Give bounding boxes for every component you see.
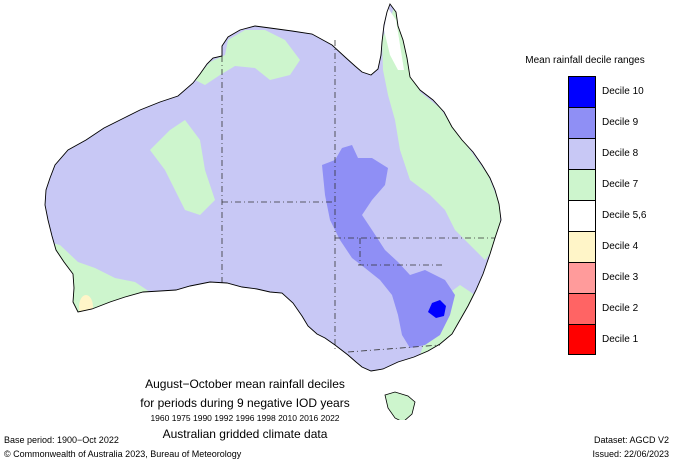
issued-date: Issued: 22/06/2023	[592, 449, 669, 459]
legend-item: Decile 5,6	[568, 200, 646, 231]
legend-swatch	[568, 200, 596, 231]
legend-item: Decile 8	[568, 138, 646, 169]
map-subtitle: Australian gridded climate data	[162, 427, 328, 441]
coastline	[44, 3, 502, 372]
legend-label: Decile 8	[602, 148, 639, 159]
legend-item: Decile 2	[568, 293, 646, 324]
legend-label: Decile 1	[602, 334, 639, 345]
legend-swatch	[568, 293, 596, 324]
tasmania-decile-7	[384, 391, 416, 420]
decile-7-region-north	[195, 30, 300, 85]
legend-title: Mean rainfall decile ranges	[525, 55, 645, 66]
legend-label: Decile 4	[602, 241, 639, 252]
decile-56-region-cape-york	[384, 8, 404, 70]
legend-swatch	[568, 76, 596, 107]
legend: Decile 10 Decile 9 Decile 8 Decile 7 Decile …	[568, 76, 646, 355]
australia-rainfall-decile-map	[44, 3, 502, 420]
decile-10-region	[428, 300, 446, 318]
legend-label: Decile 3	[602, 272, 639, 283]
decile-7-region-kimberley-east	[150, 120, 215, 215]
legend-label: Decile 9	[602, 117, 639, 128]
map-title-line-1: August−October mean rainfall deciles	[145, 377, 345, 391]
state-borders	[221, 40, 495, 353]
copyright: © Commonwealth of Australia 2023, Bureau…	[4, 449, 242, 459]
legend-label: Decile 5,6	[602, 210, 647, 221]
legend-label: Decile 7	[602, 179, 639, 190]
legend-item: Decile 4	[568, 231, 646, 262]
legend-swatch	[568, 324, 596, 355]
legend-swatch	[568, 262, 596, 293]
decile-9-region-east	[322, 145, 455, 348]
legend-label: Decile 10	[602, 86, 644, 97]
legend-item: Decile 10	[568, 76, 646, 107]
legend-swatch	[568, 107, 596, 138]
legend-swatch	[568, 138, 596, 169]
legend-item: Decile 7	[568, 169, 646, 200]
map-title-years: 1960 1975 1990 1992 1996 1998 2010 2016 …	[150, 413, 340, 423]
tasmania	[384, 391, 416, 420]
legend-item: Decile 1	[568, 324, 646, 355]
legend-swatch	[568, 231, 596, 262]
map-title-line-2: for periods during 9 negative IOD years	[140, 396, 350, 410]
legend-swatch	[568, 169, 596, 200]
legend-item: Decile 9	[568, 107, 646, 138]
decile-4-region	[79, 295, 93, 319]
legend-label: Decile 2	[602, 303, 639, 314]
base-period: Base period: 1900−Oct 2022	[4, 435, 119, 445]
legend-item: Decile 3	[568, 262, 646, 293]
dataset: Dataset: AGCD V2	[593, 435, 669, 445]
decile-fill-layers	[45, 4, 501, 371]
